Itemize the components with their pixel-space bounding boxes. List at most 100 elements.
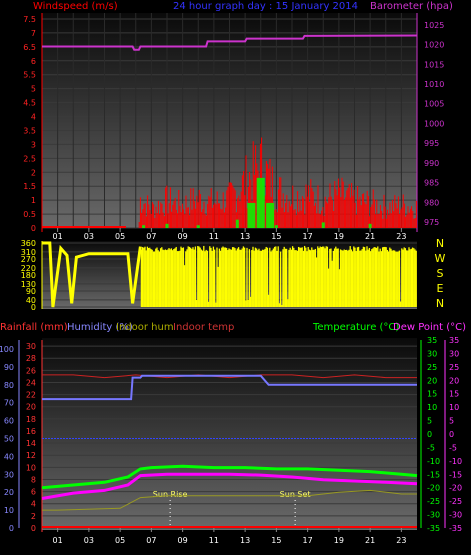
sun-marker-label: Sun Set xyxy=(280,490,311,499)
windspeed-tick-label: 4.5 xyxy=(23,99,36,108)
indoor-temp-label: Indoor temp xyxy=(173,322,234,333)
x-tick-label: 05 xyxy=(115,536,125,545)
wind-x-ticks: 01 03 05 07 09 11 13 15 17 19 21 23 xyxy=(53,228,406,241)
dew-point-tick-label: 15 xyxy=(449,390,459,399)
windspeed-tick-label: 1.5 xyxy=(23,182,36,191)
humidity-tick-label: 30 xyxy=(4,470,14,479)
compass-label: N xyxy=(436,297,444,310)
indoor-hum-line xyxy=(42,489,417,511)
x-tick-label: 07 xyxy=(146,232,156,241)
temperature-tick-label: -10 xyxy=(427,457,440,466)
direction-series xyxy=(42,241,417,308)
dew-point-line xyxy=(41,472,418,500)
direction-tick-label: 180 xyxy=(21,271,36,280)
wind-series xyxy=(42,34,418,228)
windspeed-tick-label: 0 xyxy=(31,224,36,233)
x-tick-label: 09 xyxy=(178,536,188,545)
rainfall-tick-label: 0 xyxy=(31,524,36,533)
humidity-tick-label: 90 xyxy=(4,363,14,372)
dew-point-tick-label: 20 xyxy=(449,376,459,385)
x-tick-label: 15 xyxy=(271,536,281,545)
compass-label: E xyxy=(437,282,444,295)
x-tick-label: 11 xyxy=(209,536,219,545)
temperature-ticks: 35 30 25 20 15 10 5 0 -5 -10 -15 -20 -25 -30 -35 xyxy=(427,336,440,533)
humidity-ticks: 0 10 20 30 40 50 60 70 80 90 100 xyxy=(0,345,14,533)
temperature-tick-label: 20 xyxy=(427,376,437,385)
barometer-tick-label: 1015 xyxy=(424,60,444,69)
dew-point-tick-label: -10 xyxy=(449,457,462,466)
x-tick-label: 01 xyxy=(53,536,63,545)
humidity-tick-label: 20 xyxy=(4,488,14,497)
rainfall-tick-label: 8 xyxy=(31,475,36,484)
rainfall-axis-label: Rainfall (mm) xyxy=(0,322,68,333)
compass-label: N xyxy=(436,237,444,250)
direction-tick-label: 40 xyxy=(26,296,36,305)
windspeed-tick-label: 2.5 xyxy=(23,154,36,163)
humidity-tick-label: 10 xyxy=(4,506,14,515)
indoor-hum-label: Indoor hum xyxy=(116,322,174,333)
temp-plot-area xyxy=(42,338,417,530)
temperature-tick-label: -25 xyxy=(427,497,440,506)
direction-tick-label: 360 xyxy=(21,239,36,248)
temperature-tick-label: -20 xyxy=(427,484,440,493)
dew-point-tick-label: 5 xyxy=(449,417,454,426)
indoor-temp-line xyxy=(42,374,417,379)
rainfall-tick-label: 16 xyxy=(26,427,36,436)
rainfall-tick-label: 18 xyxy=(26,415,36,424)
windspeed-tick-label: 0.5 xyxy=(23,210,36,219)
temperature-tick-label: -15 xyxy=(427,470,440,479)
x-tick-label: 03 xyxy=(84,232,94,241)
x-tick-label: 13 xyxy=(240,536,250,545)
rainfall-tick-label: 10 xyxy=(26,463,36,472)
windspeed-tick-label: 3 xyxy=(31,140,36,149)
barometer-tick-label: 1020 xyxy=(424,41,444,50)
temperature-axis-label: Temperature (°C) xyxy=(312,322,399,333)
dew-point-tick-label: -35 xyxy=(449,524,462,533)
windspeed-tick-label: 7.5 xyxy=(23,15,36,24)
barometer-line xyxy=(42,34,418,51)
dew-point-tick-label: 25 xyxy=(449,363,459,372)
x-tick-label: 23 xyxy=(396,536,406,545)
rainfall-tick-label: 2 xyxy=(31,512,36,521)
dew-point-tick-label: 10 xyxy=(449,403,459,412)
dew-point-tick-label: 35 xyxy=(449,336,459,345)
compass-label: S xyxy=(437,267,444,280)
barometer-tick-label: 1025 xyxy=(424,21,444,30)
sun-marker-label: Sun Rise xyxy=(153,490,188,499)
barometer-tick-label: 1000 xyxy=(424,119,444,128)
x-tick-label: 21 xyxy=(365,536,375,545)
x-tick-label: 23 xyxy=(396,232,406,241)
barometer-axis-label: Barometer (hpa) xyxy=(370,1,453,12)
windspeed-tick-label: 4 xyxy=(31,113,36,122)
temperature-tick-label: 5 xyxy=(427,417,432,426)
direction-tick-label: 90 xyxy=(26,287,36,296)
rainfall-tick-label: 26 xyxy=(26,366,36,375)
humidity-tick-label: 100 xyxy=(0,345,14,354)
barometer-tick-label: 985 xyxy=(424,179,439,188)
rainfall-tick-label: 4 xyxy=(31,500,36,509)
x-tick-label: 01 xyxy=(53,232,63,241)
dew-point-tick-label: -5 xyxy=(449,443,457,452)
temperature-tick-label: -35 xyxy=(427,524,440,533)
x-tick-label: 21 xyxy=(365,232,375,241)
temperature-tick-label: -5 xyxy=(427,443,435,452)
x-tick-label: 17 xyxy=(303,232,313,241)
temp-grid xyxy=(18,340,446,532)
barometer-tick-label: 1010 xyxy=(424,80,444,89)
temp-x-ticks: 01 03 05 07 09 11 13 15 17 19 21 23 xyxy=(53,528,406,545)
chart-title: 24 hour graph day : 15 January 2014 xyxy=(173,1,358,12)
humidity-tick-label: 70 xyxy=(4,399,14,408)
x-tick-label: 07 xyxy=(146,536,156,545)
windspeed-tick-label: 7 xyxy=(31,29,36,38)
windspeed-ticks: 0 0.5 1 1.5 2 2.5 3 3.5 4 4.5 5 5.5 6 6.5 7 7.5 xyxy=(23,15,36,233)
humidity-tick-label: 80 xyxy=(4,381,14,390)
humidity-tick-label: 0 xyxy=(9,524,14,533)
dew-point-ticks: 35 30 25 20 15 10 5 0 -5 -10 -15 -20 -25 -30 -35 xyxy=(449,336,462,533)
dew-point-tick-label: -15 xyxy=(449,470,462,479)
windspeed-tick-label: 3.5 xyxy=(23,126,36,135)
temperature-line xyxy=(41,464,418,490)
